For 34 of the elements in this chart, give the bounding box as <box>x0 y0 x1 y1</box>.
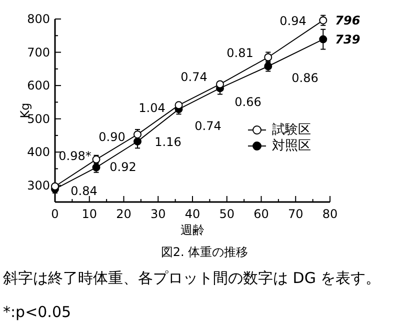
y-tick-label: 300 <box>27 178 50 192</box>
x-tick-label: 80 <box>322 207 338 221</box>
annotation: 0.92 <box>110 160 136 174</box>
xlabel: 週齢 <box>180 223 204 237</box>
annotation: 0.86 <box>292 71 318 85</box>
x-tick-label: 50 <box>219 207 235 221</box>
x-tick-label: 30 <box>150 207 166 221</box>
annotation: 0.90 <box>98 130 126 144</box>
text: *:p<0.05 <box>3 302 72 323</box>
x-tick-label: 10 <box>82 207 98 221</box>
data-label: 796 <box>335 13 360 28</box>
annotation: 1.16 <box>154 135 182 149</box>
y-tick-label: 600 <box>27 78 50 93</box>
annotation: 0.98* <box>58 149 92 163</box>
annotation: 0.84 <box>70 184 98 198</box>
data-label: 739 <box>335 32 360 46</box>
x-tick-label: 20 <box>116 207 132 221</box>
annotation: 1.04 <box>138 101 166 115</box>
annotation: 0.94 <box>280 14 306 28</box>
annotation: 0.81 <box>226 46 254 60</box>
text: 図2. 体重の推移 <box>160 244 250 261</box>
annotation: 0.74 <box>194 119 222 133</box>
annotation: 0.66 <box>234 95 262 109</box>
annotation: 0.74 <box>180 70 208 84</box>
x-tick-label: 40 <box>184 207 200 221</box>
legend-label: 対照区 <box>272 138 311 154</box>
y-tick-label: 800 <box>27 12 50 26</box>
text: 斜字は終了時体重、各プロット間の数字は DG を表す。 <box>3 268 382 289</box>
x-tick-label: 0 <box>51 207 59 221</box>
x-tick-label: 60 <box>254 207 269 221</box>
legend-label: 試験区 <box>272 122 311 138</box>
y-tick-label: 700 <box>27 45 50 60</box>
y-tick-label: 400 <box>27 145 50 160</box>
x-tick-label: 70 <box>288 207 304 221</box>
